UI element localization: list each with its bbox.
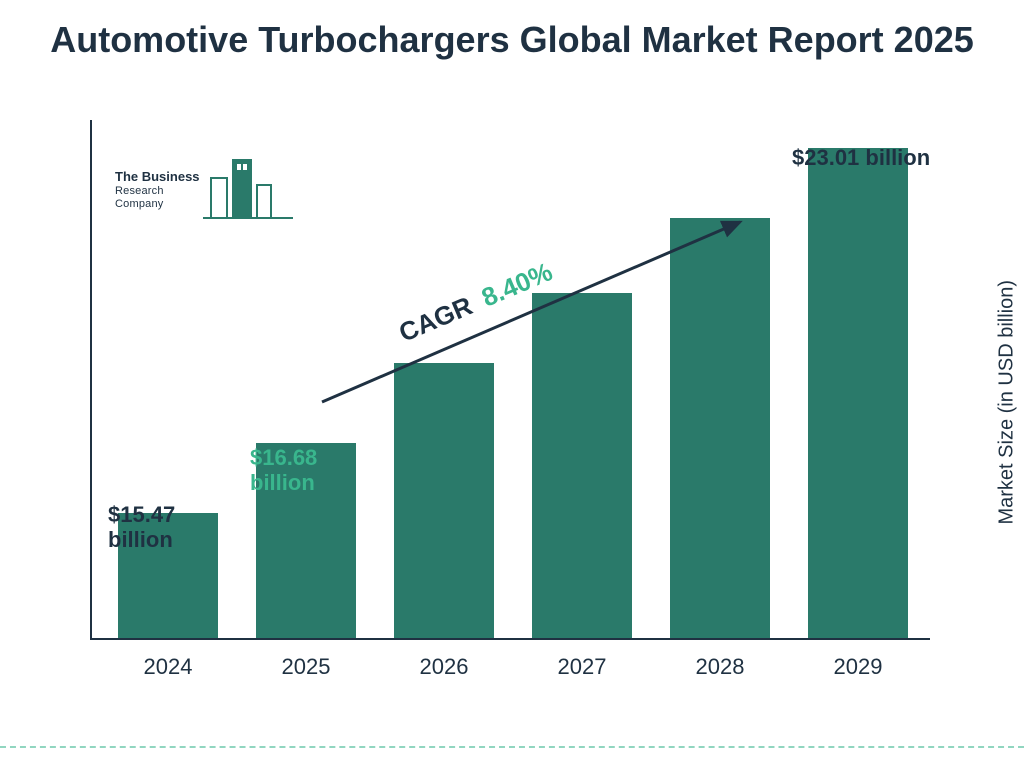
x-label: 2024 bbox=[108, 654, 228, 680]
x-label: 2025 bbox=[246, 654, 366, 680]
x-axis bbox=[90, 638, 930, 640]
bars-container bbox=[108, 120, 918, 638]
y-axis bbox=[90, 120, 92, 640]
x-label: 2027 bbox=[522, 654, 642, 680]
bar-slot bbox=[246, 120, 366, 638]
value-label-2029: $23.01 billion bbox=[792, 145, 952, 170]
x-label: 2029 bbox=[798, 654, 918, 680]
bar-slot bbox=[660, 120, 780, 638]
bar-2026 bbox=[394, 363, 494, 638]
chart-frame: Automotive Turbochargers Global Market R… bbox=[0, 0, 1024, 768]
bar-slot bbox=[384, 120, 504, 638]
cagr-annotation: CAGR 8.40% bbox=[330, 215, 760, 375]
y-axis-label: Market Size (in USD billion) bbox=[996, 280, 1019, 525]
bar-slot bbox=[108, 120, 228, 638]
bar-slot bbox=[522, 120, 642, 638]
value-label-2025: $16.68 billion bbox=[250, 445, 360, 496]
cagr-label: CAGR bbox=[394, 290, 476, 348]
cagr-text: CAGR 8.40% bbox=[394, 256, 557, 348]
x-label: 2028 bbox=[660, 654, 780, 680]
cagr-percent: 8.40% bbox=[477, 256, 557, 312]
bar-slot bbox=[798, 120, 918, 638]
bar-2029 bbox=[808, 148, 908, 638]
x-label: 2026 bbox=[384, 654, 504, 680]
bottom-dashed-line bbox=[0, 746, 1024, 748]
chart-area: 2024 2025 2026 2027 2028 2029 bbox=[90, 110, 930, 680]
value-label-2024: $15.47 billion bbox=[108, 502, 218, 553]
chart-title: Automotive Turbochargers Global Market R… bbox=[0, 18, 1024, 61]
x-labels: 2024 2025 2026 2027 2028 2029 bbox=[108, 654, 918, 680]
